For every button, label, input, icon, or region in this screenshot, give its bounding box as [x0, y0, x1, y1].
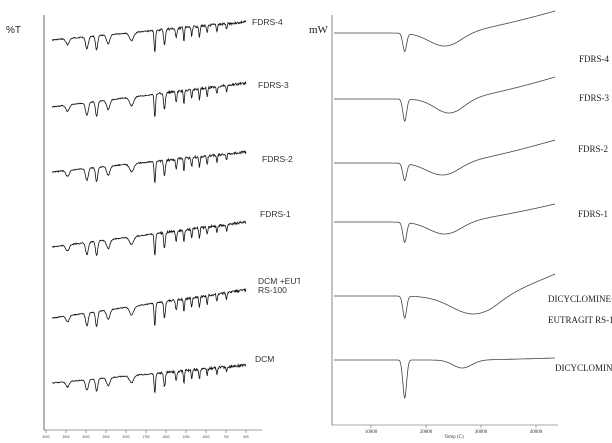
ir-x-ticks: 4000 3500 3000 2500 2000 1750 1500 1250 1000 750 5…: [42, 430, 249, 439]
dsc-series-label-dicyclomine-eutragit-rs-100: DICYCLOMINE+: [548, 294, 612, 304]
ir-trace-dcm: [51, 363, 247, 394]
dsc-trace-fdrs-1: [334, 203, 556, 244]
dsc-trace-fdrs-2: [334, 139, 556, 182]
dsc-series-label-fdrs-1: FDRS-1: [578, 209, 608, 219]
dsc-trace-dicyclomine: [334, 357, 555, 400]
ir-trace-fdrs-3: [51, 80, 247, 118]
ir-series-label-dcm: DCM: [255, 354, 274, 364]
ir-y-axis-label: %T: [6, 25, 21, 36]
ir-trace-fdrs-4: [52, 20, 247, 53]
ir-spectra-chart: %T FDRS-4 FDRS-3 FDRS-2 FDRS-1 DCM +EUTRRS-1…: [6, 15, 300, 439]
dsc-y-axis-label: mW: [309, 24, 329, 36]
ir-x-tick-label: 750: [223, 435, 229, 439]
ir-spectra-panel: %T FDRS-4 FDRS-3 FDRS-2 FDRS-1 DCM +EUTRRS-1…: [0, 0, 300, 443]
ir-x-tick-label: 1750: [142, 435, 149, 439]
dsc-x-axis-label: Temp (C): [444, 435, 464, 440]
dsc-x-ticks: 10000 20000 30000 40000: [365, 425, 543, 435]
ir-trace-dcm-eutr-rs-100: [51, 287, 247, 328]
ir-x-tick-label: 1000: [202, 435, 209, 439]
ir-series-label-fdrs-1: FDRS-1: [260, 209, 291, 219]
ir-series-label-dcm-eutr-rs-100: DCM +EUTR: [258, 276, 300, 286]
dsc-series-labels: FDRS-4 FDRS-3 FDRS-2 FDRS-1 DICYCLOMINE+ EUTR…: [548, 54, 612, 373]
dsc-series-label-dicyclomine: DICYCLOMINE: [555, 363, 612, 373]
dsc-thermograms-panel: mW FDRS-4 FDRS-3 FDRS-2 FDRS-1 DICYCLOMINE+ E…: [300, 0, 612, 443]
ir-x-tick-label: 2500: [102, 435, 109, 439]
dsc-x-tick-label: 30000: [475, 430, 488, 435]
ir-x-tick-label: 1250: [182, 435, 189, 439]
ir-trace-fdrs-1: [52, 220, 247, 257]
ir-x-tick-label: 4000: [42, 435, 49, 439]
dsc-series-label-fdrs-2: FDRS-2: [578, 144, 608, 154]
ir-x-tick-label: 500: [243, 435, 249, 439]
ir-traces-group: [51, 20, 247, 394]
dsc-series-label-dicyclomine-eutragit-rs-100-line2: EUTRAGIT RS-100: [548, 315, 612, 325]
dsc-x-tick-label: 20000: [420, 430, 433, 435]
dsc-trace-dicyclomine-eutragit-rs-100: [334, 273, 556, 319]
ir-series-label-fdrs-3: FDRS-3: [258, 80, 289, 90]
dsc-trace-fdrs-3: [334, 76, 556, 122]
ir-x-tick-label: 3000: [82, 435, 89, 439]
ir-x-tick-label: 1500: [162, 435, 169, 439]
ir-x-tick-label: 2000: [122, 435, 129, 439]
ir-series-label-dcm-eutr-rs-100-line2: RS-100: [258, 285, 287, 295]
ir-trace-fdrs-2: [51, 150, 247, 184]
ir-x-tick-label: 3500: [62, 435, 69, 439]
dsc-thermograms-chart: mW FDRS-4 FDRS-3 FDRS-2 FDRS-1 DICYCLOMINE+ E…: [309, 10, 612, 440]
dsc-x-tick-label: 40000: [530, 430, 543, 435]
ir-series-labels: FDRS-4 FDRS-3 FDRS-2 FDRS-1 DCM +EUTRRS-100 D…: [252, 17, 300, 364]
dsc-traces-group: [334, 10, 556, 400]
dsc-trace-fdrs-4: [334, 10, 556, 53]
ir-series-label-fdrs-2: FDRS-2: [262, 154, 293, 164]
ir-series-label-fdrs-4: FDRS-4: [252, 17, 283, 27]
dsc-x-tick-label: 10000: [365, 430, 378, 435]
dsc-series-label-fdrs-3: FDRS-3: [579, 93, 610, 103]
dsc-series-label-fdrs-4: FDRS-4: [579, 54, 610, 64]
